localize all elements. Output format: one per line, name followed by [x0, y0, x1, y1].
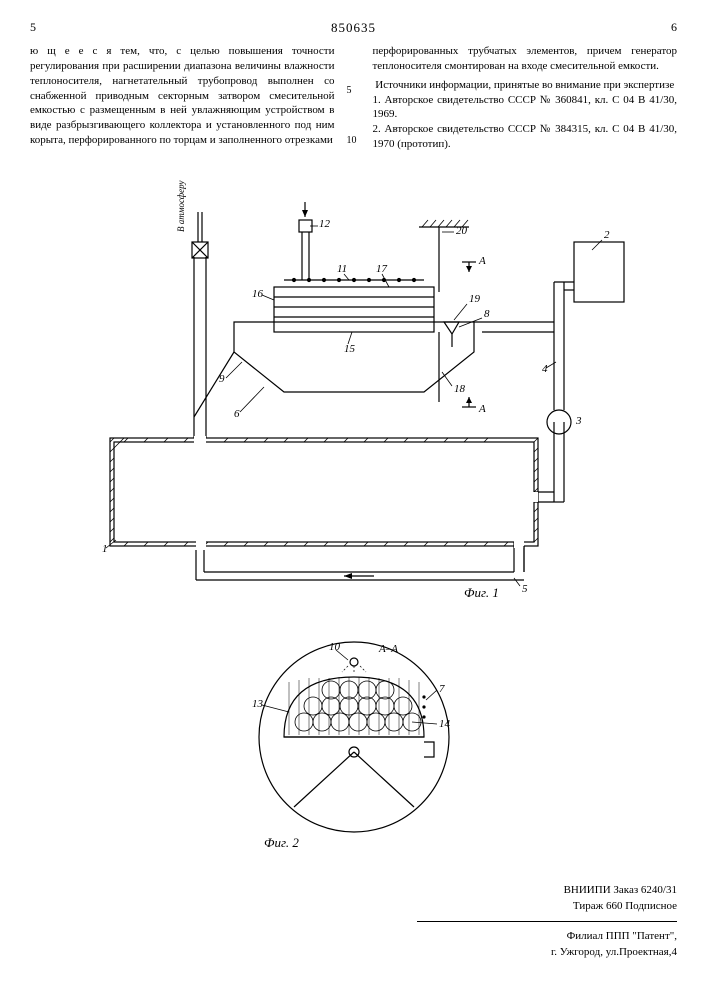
footer: ВНИИПИ Заказ 6240/31 Тираж 660 Подписное… — [30, 882, 677, 961]
lbl-2: 2 — [604, 229, 610, 241]
sources-heading: Источники информации, принятые во вниман… — [373, 78, 678, 93]
lbl-11: 11 — [337, 263, 347, 275]
lbl-8: 8 — [484, 308, 490, 320]
lbl-6: 6 — [234, 408, 240, 420]
lbl-20: 20 — [456, 225, 468, 237]
patent-number: 850635 — [331, 20, 376, 36]
left-column: ю щ е е с я тем, что, с целью повышения … — [30, 44, 335, 152]
text-columns: ю щ е е с я тем, что, с целью повышения … — [30, 44, 677, 152]
lbl-1: 1 — [102, 543, 108, 555]
source-1: 1. Авторское свидетельство СССР № 360841… — [373, 93, 678, 123]
lbl2-10: 10 — [329, 641, 341, 653]
right-column: перфорированных трубчатых элементов, при… — [373, 44, 678, 152]
lbl-17: 17 — [376, 263, 388, 275]
lbl-15: 15 — [344, 343, 356, 355]
figure-1: 1 2 3 4 5 6 8 9 11 12 15 16 17 18 19 20 — [30, 172, 677, 602]
fig2-caption: Фиг. 2 — [264, 835, 299, 850]
section-title: А–А — [378, 643, 398, 655]
lbl2-7: 7 — [439, 683, 445, 695]
footer-line2: Тираж 660 Подписное — [30, 898, 677, 915]
lbl-18: 18 — [454, 383, 466, 395]
section-a-top: А — [478, 255, 486, 267]
footer-divider — [417, 921, 677, 922]
vertical-label: В атмосферу — [176, 180, 186, 232]
right-top: перфорированных трубчатых элементов, при… — [373, 45, 678, 72]
header-row: 5 850635 6 — [30, 20, 677, 36]
figure-1-svg: 1 2 3 4 5 6 8 9 11 12 15 16 17 18 19 20 — [74, 172, 634, 602]
lbl-16: 16 — [252, 288, 264, 300]
figure-2: А–А 7 10 13 14 Фиг. 2 — [50, 622, 677, 852]
fig1-caption: Фиг. 1 — [464, 585, 499, 600]
lbl-9: 9 — [219, 373, 225, 385]
source-2: 2. Авторское свидетельство СССР № 384315… — [373, 122, 678, 152]
mark-10: 10 — [347, 134, 361, 148]
lbl-3: 3 — [575, 415, 582, 427]
lbl-5: 5 — [522, 583, 528, 595]
footer-line3: Филиал ППП "Патент", — [30, 928, 677, 945]
mark-5: 5 — [347, 84, 361, 98]
footer-line4: г. Ужгород, ул.Проектная,4 — [30, 944, 677, 961]
lbl-4: 4 — [542, 363, 548, 375]
line-marks: 5 10 — [347, 44, 361, 152]
lbl2-13: 13 — [252, 698, 264, 710]
footer-line1: ВНИИПИ Заказ 6240/31 — [30, 882, 677, 899]
section-a-bot: А — [478, 403, 486, 415]
lbl2-14: 14 — [439, 718, 451, 730]
left-text: ю щ е е с я тем, что, с целью повышения … — [30, 45, 335, 146]
lbl-19: 19 — [469, 293, 481, 305]
col-left-num: 5 — [30, 20, 36, 36]
lbl-12: 12 — [319, 218, 331, 230]
col-right-num: 6 — [671, 20, 677, 36]
figure-2-svg: А–А 7 10 13 14 Фиг. 2 — [234, 622, 494, 852]
